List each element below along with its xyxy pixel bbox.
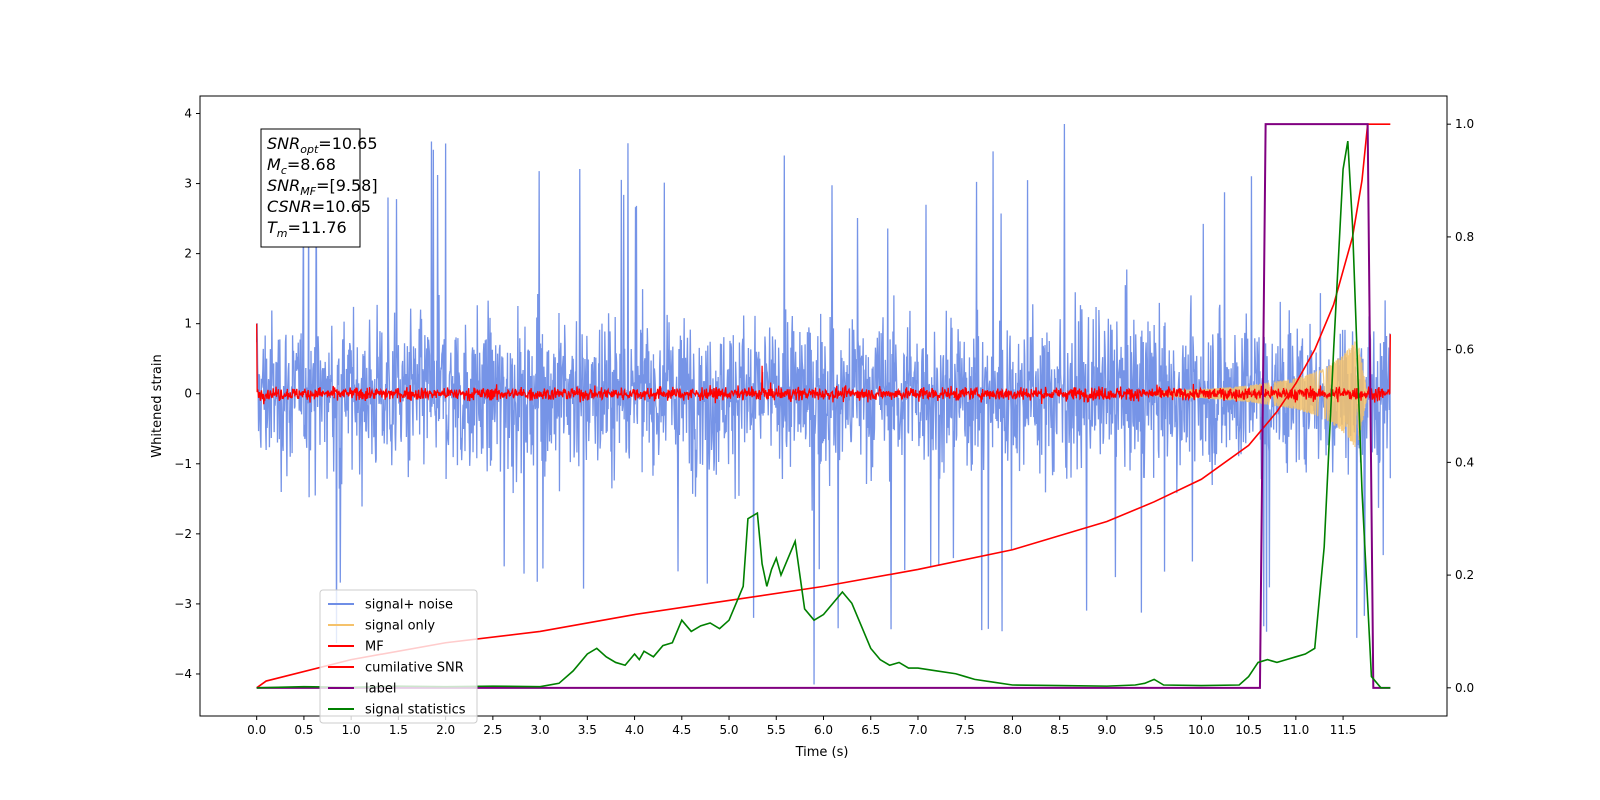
- legend-label: MF: [365, 640, 384, 655]
- y-axis-label: Whitened strain: [150, 354, 165, 457]
- x-tick-label: 11.5: [1330, 723, 1357, 737]
- x-tick-label: 3.0: [531, 723, 550, 737]
- y-tick-label: −4: [174, 667, 192, 681]
- x-tick-label: 7.5: [956, 723, 975, 737]
- y2-tick-label: 0.8: [1455, 230, 1474, 244]
- x-tick-label: 1.0: [342, 723, 361, 737]
- x-tick-label: 2.5: [483, 723, 502, 737]
- x-tick-label: 11.0: [1282, 723, 1309, 737]
- y-tick-label: −1: [174, 457, 192, 471]
- x-tick-label: 3.5: [578, 723, 597, 737]
- x-tick-label: 7.0: [908, 723, 927, 737]
- x-tick-label: 8.5: [1050, 723, 1069, 737]
- x-tick-label: 9.5: [1145, 723, 1164, 737]
- y-tick-label: 0: [184, 387, 192, 401]
- x-tick-label: 0.0: [247, 723, 266, 737]
- info-line: SNRopt=10.65: [267, 134, 378, 156]
- y2-tick-label: 0.0: [1455, 681, 1474, 695]
- legend-label: label: [365, 682, 396, 697]
- y-tick-label: 2: [184, 247, 192, 261]
- x-tick-label: 10.5: [1235, 723, 1262, 737]
- signal-noise-line: [256, 124, 1391, 685]
- y2-tick-label: 0.2: [1455, 568, 1474, 582]
- y-tick-label: 4: [184, 107, 192, 121]
- legend-label: signal+ noise: [365, 598, 453, 613]
- x-tick-label: 2.0: [436, 723, 455, 737]
- x-tick-label: 10.0: [1188, 723, 1215, 737]
- x-tick-label: 0.5: [294, 723, 313, 737]
- info-line: Mc=8.68: [267, 155, 336, 177]
- x-tick-label: 6.5: [861, 723, 880, 737]
- x-tick-label: 4.0: [625, 723, 644, 737]
- y-tick-label: 3: [184, 177, 192, 191]
- info-box: SNRopt=10.65Mc=8.68SNRMF=[9.58]CSNR=10.6…: [260, 128, 378, 248]
- y2-tick-label: 0.6: [1455, 343, 1474, 357]
- legend-label: signal statistics: [365, 703, 466, 718]
- y-tick-label: 1: [184, 317, 192, 331]
- signal-statistics-line: [256, 140, 1391, 689]
- legend-label: signal only: [365, 619, 435, 634]
- y2-tick-label: 0.4: [1455, 455, 1474, 469]
- y2-tick-label: 1.0: [1455, 117, 1474, 131]
- cumulative-snr-line: [256, 123, 1391, 689]
- x-axis-label: Time (s): [795, 745, 849, 760]
- legend-label: cumilative SNR: [365, 661, 464, 676]
- x-tick-label: 8.0: [1003, 723, 1022, 737]
- x-tick-label: 5.0: [719, 723, 738, 737]
- x-tick-label: 9.0: [1097, 723, 1116, 737]
- y-tick-label: −3: [174, 597, 192, 611]
- x-tick-label: 6.0: [814, 723, 833, 737]
- x-tick-label: 5.5: [767, 723, 786, 737]
- label-line: [256, 123, 1391, 689]
- plot-area: [256, 123, 1391, 689]
- y-tick-label: −2: [174, 527, 192, 541]
- info-box-frame: [260, 128, 361, 248]
- legend: signal+ noise signal only MF cumilative SNR…: [319, 589, 478, 724]
- x-tick-label: 1.5: [389, 723, 408, 737]
- x-tick-label: 4.5: [672, 723, 691, 737]
- info-line: Tm=11.76: [267, 218, 347, 240]
- axes: 0.0 0.5 1.0 1.5 2.0 2.5 3.0 3.5 4.0 4.5 5.0 5.5 6.0 6…: [174, 107, 1474, 737]
- mf-line: [256, 323, 1391, 405]
- info-line: SNRMF=[9.58]: [267, 176, 378, 198]
- info-line: CSNR=10.65: [267, 197, 371, 216]
- legend-frame: [319, 589, 478, 724]
